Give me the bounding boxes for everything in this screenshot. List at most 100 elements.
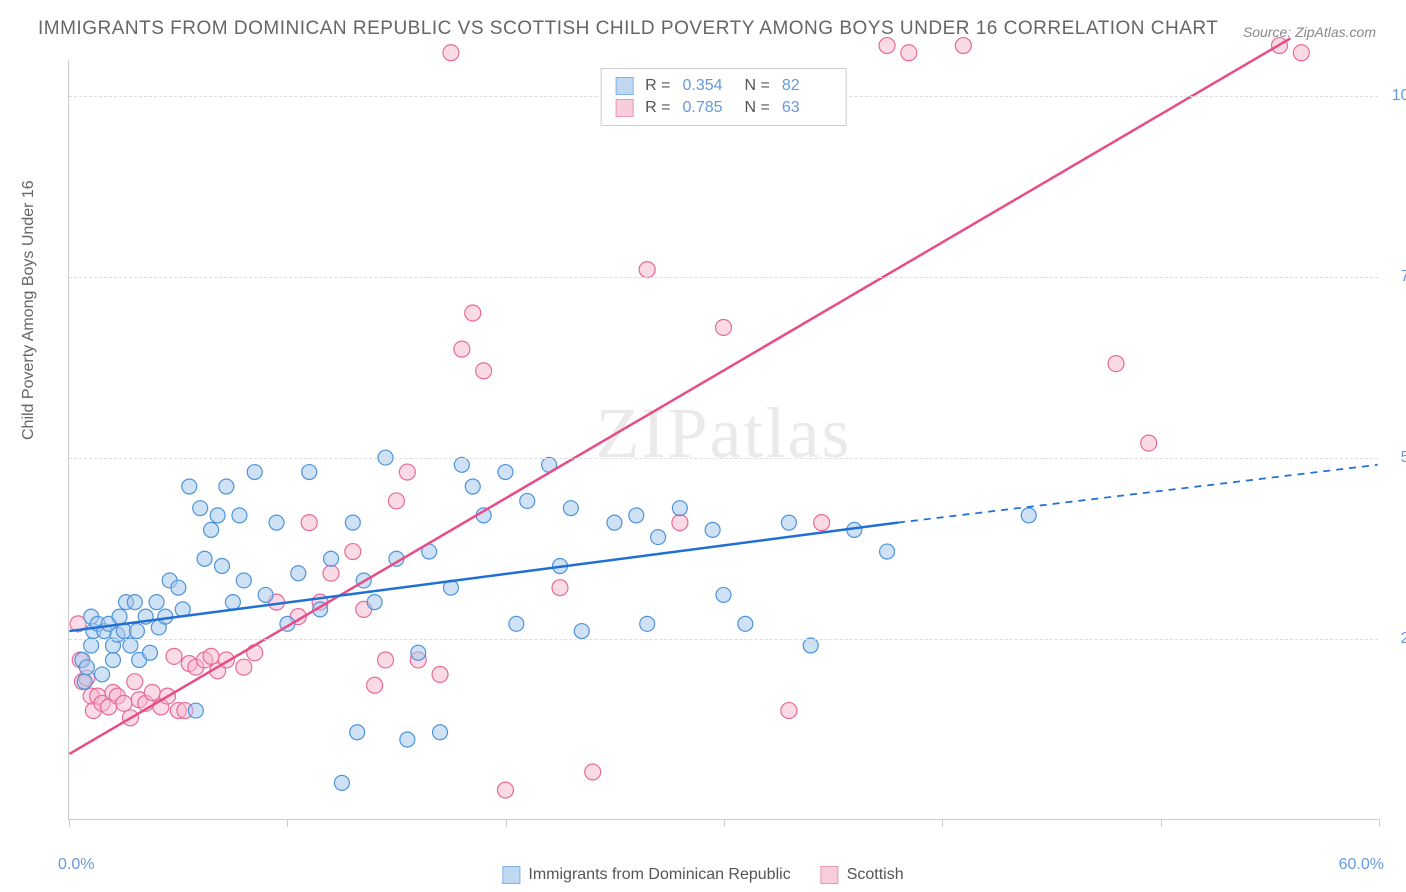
- scatter-point: [144, 685, 160, 701]
- scatter-point: [197, 551, 212, 566]
- y-tick-label: 50.0%: [1386, 449, 1406, 467]
- scatter-point: [116, 695, 132, 711]
- x-tick-label-min: 0.0%: [58, 856, 94, 874]
- scatter-point: [955, 38, 971, 54]
- legend-stats-box: R = 0.354 N = 82 R = 0.785 N = 63: [600, 68, 847, 126]
- scatter-point: [781, 515, 796, 530]
- scatter-point: [171, 580, 186, 595]
- scatter-point: [291, 566, 306, 581]
- scatter-point: [814, 515, 830, 531]
- scatter-point: [345, 544, 361, 560]
- scatter-point: [552, 580, 568, 596]
- scatter-point: [1293, 45, 1309, 61]
- scatter-point: [204, 522, 219, 537]
- scatter-point: [400, 732, 415, 747]
- scatter-point: [1108, 356, 1124, 372]
- scatter-point: [803, 638, 818, 653]
- scatter-point: [301, 515, 317, 531]
- chart-title: IMMIGRANTS FROM DOMINICAN REPUBLIC VS SC…: [38, 18, 1218, 40]
- legend-n-value: 63: [782, 99, 832, 117]
- scatter-point: [95, 667, 110, 682]
- y-axis-label: Child Poverty Among Boys Under 16: [20, 180, 38, 440]
- scatter-point: [143, 645, 158, 660]
- scatter-point: [123, 638, 138, 653]
- scatter-point: [1141, 435, 1157, 451]
- scatter-point: [411, 645, 426, 660]
- scatter-point: [210, 508, 225, 523]
- scatter-point: [640, 616, 655, 631]
- scatter-point: [79, 660, 94, 675]
- x-tick-label-max: 60.0%: [1339, 856, 1384, 874]
- trendline-dash: [898, 465, 1378, 523]
- scatter-point: [166, 648, 182, 664]
- scatter-point: [880, 544, 895, 559]
- scatter-point: [367, 677, 383, 693]
- scatter-point: [203, 648, 219, 664]
- scatter-point: [324, 551, 339, 566]
- legend-row-dominican: R = 0.354 N = 82: [615, 75, 832, 97]
- scatter-point: [334, 775, 349, 790]
- scatter-point: [672, 501, 687, 516]
- y-tick-label: 75.0%: [1386, 268, 1406, 286]
- scatter-point: [388, 493, 404, 509]
- trendline: [69, 38, 1290, 754]
- scatter-point: [520, 493, 535, 508]
- scatter-point: [182, 479, 197, 494]
- x-tick: [942, 819, 943, 827]
- scatter-point: [188, 703, 203, 718]
- scatter-point: [509, 616, 524, 631]
- legend-r-value: 0.354: [683, 77, 733, 95]
- gridline: [69, 277, 1378, 278]
- scatter-point: [302, 465, 317, 480]
- scatter-point: [149, 595, 164, 610]
- scatter-point: [443, 45, 459, 61]
- legend-r-label: R =: [645, 99, 670, 117]
- scatter-point: [454, 457, 469, 472]
- scatter-point: [672, 515, 688, 531]
- scatter-point: [651, 530, 666, 545]
- scatter-point: [465, 305, 481, 321]
- scatter-point: [345, 515, 360, 530]
- scatter-point: [574, 624, 589, 639]
- scatter-point: [432, 666, 448, 682]
- scatter-point: [901, 45, 917, 61]
- legend-swatch-icon: [615, 99, 633, 117]
- scatter-point: [127, 595, 142, 610]
- x-tick: [1161, 819, 1162, 827]
- scatter-point: [563, 501, 578, 516]
- y-tick-label: 25.0%: [1386, 630, 1406, 648]
- scatter-point: [705, 522, 720, 537]
- legend-n-value: 82: [782, 77, 832, 95]
- legend-r-label: R =: [645, 77, 670, 95]
- scatter-point: [476, 363, 492, 379]
- scatter-svg: [69, 60, 1378, 819]
- scatter-point: [716, 587, 731, 602]
- scatter-point: [498, 465, 513, 480]
- legend-swatch-icon: [821, 866, 839, 884]
- legend-swatch-icon: [615, 77, 633, 95]
- legend-r-value: 0.785: [683, 99, 733, 117]
- scatter-point: [879, 38, 895, 54]
- legend-text: Immigrants from Dominican Republic: [528, 866, 790, 884]
- scatter-point: [367, 595, 382, 610]
- scatter-point: [247, 465, 262, 480]
- scatter-point: [247, 645, 263, 661]
- scatter-point: [629, 508, 644, 523]
- scatter-point: [497, 782, 513, 798]
- scatter-point: [112, 609, 127, 624]
- legend-item-scottish: Scottish: [821, 866, 904, 884]
- y-tick-label: 100.0%: [1386, 87, 1406, 105]
- scatter-point: [607, 515, 622, 530]
- gridline: [69, 458, 1378, 459]
- legend-item-dominican: Immigrants from Dominican Republic: [502, 866, 790, 884]
- scatter-point: [585, 764, 601, 780]
- legend-bottom: Immigrants from Dominican Republic Scott…: [502, 866, 903, 884]
- scatter-point: [716, 319, 732, 335]
- legend-n-label: N =: [745, 99, 770, 117]
- trendline: [69, 523, 898, 631]
- scatter-point: [323, 565, 339, 581]
- scatter-point: [236, 573, 251, 588]
- x-tick: [724, 819, 725, 827]
- x-tick: [1379, 819, 1380, 827]
- scatter-point: [738, 616, 753, 631]
